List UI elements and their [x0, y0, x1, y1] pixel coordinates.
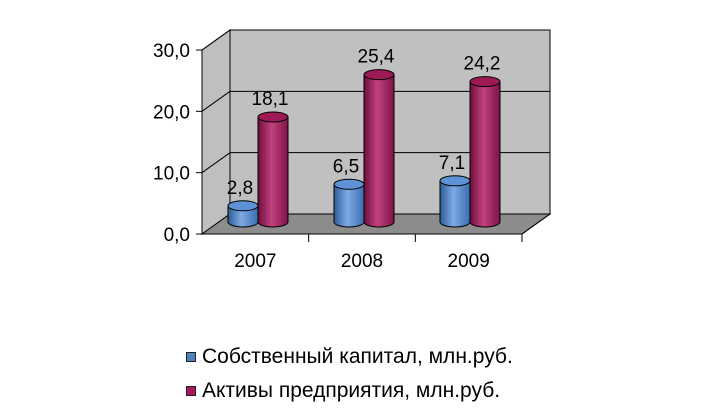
bar-top [439, 175, 471, 187]
gridline-side [201, 152, 231, 174]
bar-top [333, 178, 365, 190]
y-ticks: 0,0 10,0 20,0 30,0 [153, 41, 202, 246]
bar-top [469, 76, 501, 88]
legend-label-equity: Собственный капитал, млн.руб. [202, 345, 513, 368]
bars [227, 69, 501, 228]
bar-top [257, 111, 289, 123]
data-label: 6,5 [333, 156, 359, 177]
side-wall [201, 29, 231, 235]
y-tick-label: 10,0 [153, 164, 190, 185]
data-label: 2,8 [227, 178, 253, 199]
x-categories: 2007 2008 2009 [234, 213, 551, 272]
x-category-label: 2008 [341, 251, 383, 272]
bar-top [363, 69, 395, 81]
data-label: 25,4 [358, 47, 395, 68]
data-label: 18,1 [252, 89, 289, 110]
gridline-side [201, 90, 231, 112]
y-tick-label: 20,0 [153, 102, 190, 123]
data-labels: 2,8 18,1 6,5 25,4 7,1 24,2 [227, 47, 501, 199]
y-tick-label: 30,0 [153, 41, 190, 62]
legend: Собственный капитал, млн.руб. Активы пре… [186, 340, 513, 408]
data-label: 7,1 [439, 153, 465, 174]
bar [363, 74, 395, 228]
legend-swatch-equity [186, 352, 196, 362]
bar [257, 116, 289, 228]
bar-top [227, 200, 259, 212]
bar [333, 183, 365, 228]
floor-edge [521, 213, 551, 235]
legend-item-equity: Собственный капитал, млн.руб. [186, 340, 513, 374]
x-category-label: 2007 [234, 251, 276, 272]
legend-swatch-assets [186, 386, 196, 396]
gridline-side [201, 29, 231, 51]
data-label: 24,2 [464, 54, 501, 75]
x-category-label: 2009 [448, 251, 490, 272]
legend-item-assets: Активы предприятия, млн.руб. [186, 374, 513, 408]
legend-label-assets: Активы предприятия, млн.руб. [202, 379, 501, 402]
y-tick-label: 0,0 [164, 225, 190, 246]
bar [439, 180, 471, 228]
bar [469, 81, 501, 228]
